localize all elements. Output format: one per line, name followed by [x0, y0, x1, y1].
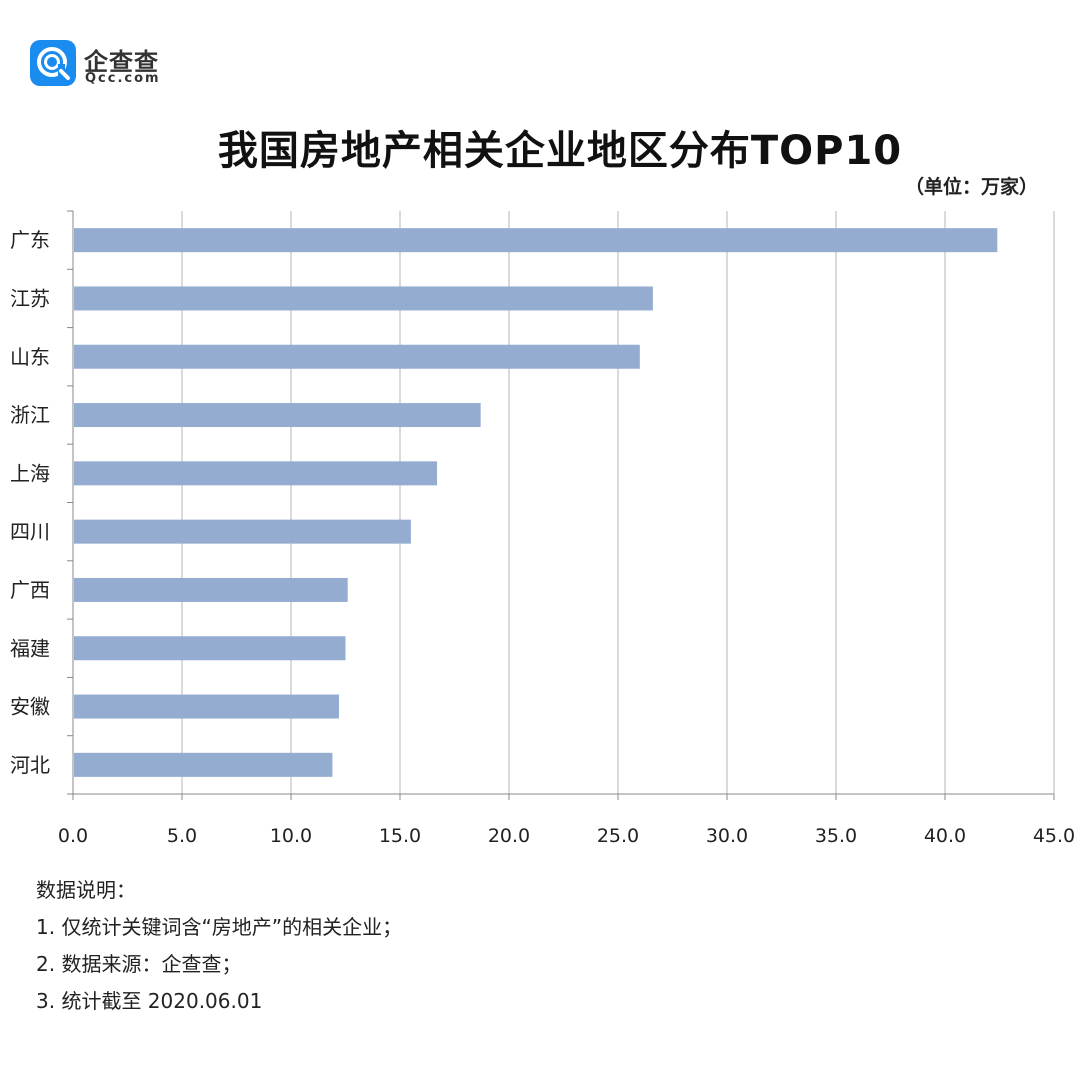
chart-title: 我国房地产相关企业地区分布TOP10	[217, 128, 903, 174]
bars	[74, 228, 998, 777]
x-tick-label: 10.0	[270, 825, 312, 847]
brand-logo: 企查查 Qcc.com	[30, 40, 170, 90]
category-label: 江苏	[10, 286, 50, 310]
bar	[74, 577, 348, 602]
category-label: 广东	[10, 228, 50, 252]
category-label: 广西	[10, 578, 50, 602]
bar	[74, 694, 339, 719]
category-label: 安徽	[10, 695, 50, 719]
category-label: 浙江	[10, 403, 50, 427]
logo-name: 企查查	[84, 48, 159, 76]
x-tick-label: 25.0	[597, 825, 639, 847]
data-notes: 数据说明： 1. 仅统计关键词含“房地产”的相关企业； 2. 数据来源：企查查；…	[36, 872, 402, 1020]
x-tick-label: 0.0	[58, 825, 88, 847]
bar	[74, 461, 438, 486]
category-label: 河北	[10, 753, 50, 777]
x-tick-label: 30.0	[706, 825, 748, 847]
x-tick-label: 45.0	[1033, 825, 1075, 847]
axis-labels: 0.0 5.0 10.0 15.0 20.0 25.0 30.0 35.0 40.0 45.0 广东…	[10, 228, 1075, 847]
bar	[74, 286, 653, 311]
logo-domain: Qcc.com	[85, 71, 161, 86]
note-line-1: 1. 仅统计关键词含“房地产”的相关企业；	[36, 915, 403, 939]
bar	[74, 403, 481, 428]
category-label: 山东	[10, 345, 50, 369]
bar	[74, 519, 411, 544]
category-label: 四川	[10, 520, 50, 544]
bar	[74, 344, 640, 369]
category-label: 福建	[10, 636, 50, 660]
axes	[67, 210, 1055, 800]
x-tick-label: 15.0	[379, 825, 421, 847]
bar	[74, 752, 333, 777]
qcc-logo-icon	[30, 40, 76, 86]
unit-label: （单位：万家）	[904, 176, 1038, 198]
bar-chart: 0.0 5.0 10.0 15.0 20.0 25.0 30.0 35.0 40.0 45.0 广东…	[10, 210, 1075, 847]
note-line-2: 2. 数据来源：企查查；	[36, 952, 242, 976]
x-tick-label: 5.0	[167, 825, 197, 847]
x-tick-label: 40.0	[924, 825, 966, 847]
note-line-3: 3. 统计截至 2020.06.01	[36, 989, 263, 1013]
notes-heading: 数据说明：	[36, 878, 136, 902]
category-label: 上海	[10, 461, 50, 485]
bar	[74, 636, 346, 661]
x-tick-label: 35.0	[815, 825, 857, 847]
bar	[74, 228, 998, 253]
x-tick-label: 20.0	[488, 825, 530, 847]
